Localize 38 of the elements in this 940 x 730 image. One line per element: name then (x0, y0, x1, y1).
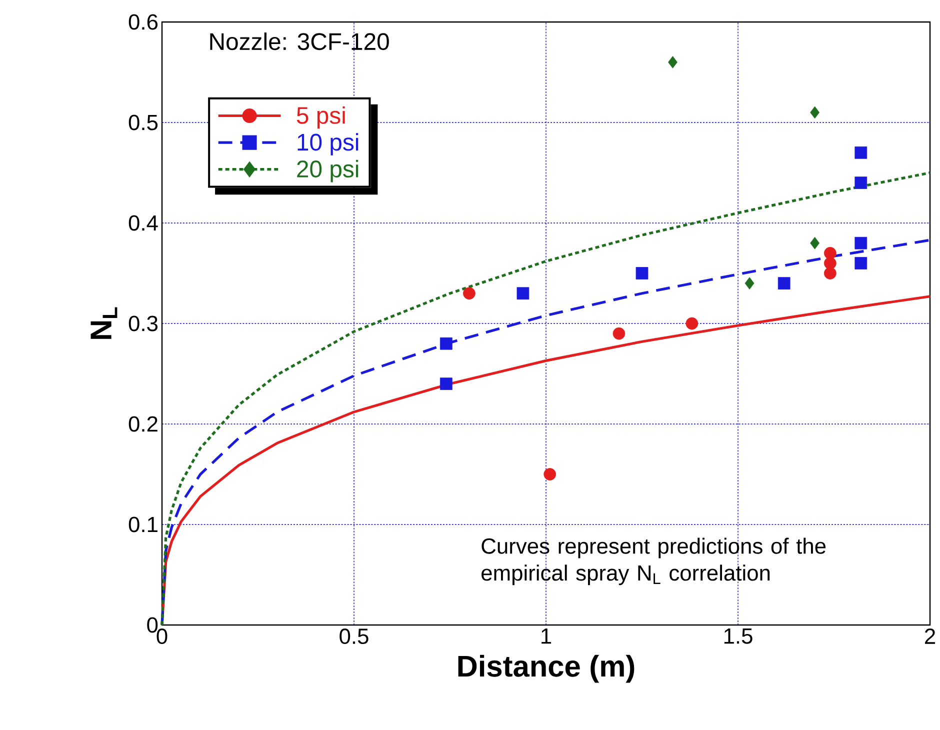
legend-label: 10 psi (298, 133, 358, 156)
y-tick-label: 0 (147, 617, 158, 633)
point (824, 257, 836, 270)
point (854, 146, 868, 159)
annotation: Nozzle: 3CF-120 (210, 32, 389, 50)
point (440, 378, 452, 390)
y-axis-title: N$_{L}$ (90, 307, 118, 339)
point (744, 277, 754, 290)
y-tick-label: 0.3 (128, 316, 158, 332)
y-tick-label: 0.4 (128, 215, 158, 231)
legend-label: 5 psi (296, 106, 345, 129)
point (778, 277, 790, 290)
point (854, 176, 868, 189)
legend-label: 20 psi (297, 160, 358, 182)
point (854, 236, 868, 250)
point (854, 257, 868, 270)
point (824, 267, 836, 280)
point (544, 468, 556, 480)
point (810, 106, 820, 119)
x-axis-title: Distance (m) (458, 654, 634, 683)
x-tick-label: 2 (925, 628, 936, 644)
point (824, 246, 836, 260)
y-tick-label: 0.2 (128, 416, 158, 432)
point (440, 337, 452, 350)
point (668, 56, 678, 68)
y-tick-label: 0.6 (128, 14, 158, 30)
x-tick-label: 0.5 (340, 628, 368, 644)
point (516, 287, 530, 300)
x-tick-label: 1 (542, 628, 552, 644)
y-tick-label: 0.1 (128, 516, 158, 532)
point (636, 267, 648, 280)
x-tick-label: 1.5 (724, 628, 752, 644)
point (810, 236, 820, 250)
y-tick-label: 0.5 (128, 114, 158, 130)
point (686, 317, 698, 330)
annotation: Curves represent predictions of the empirical spray N$_{L}$ correlation (482, 538, 826, 586)
point (612, 327, 626, 340)
point (463, 287, 476, 300)
